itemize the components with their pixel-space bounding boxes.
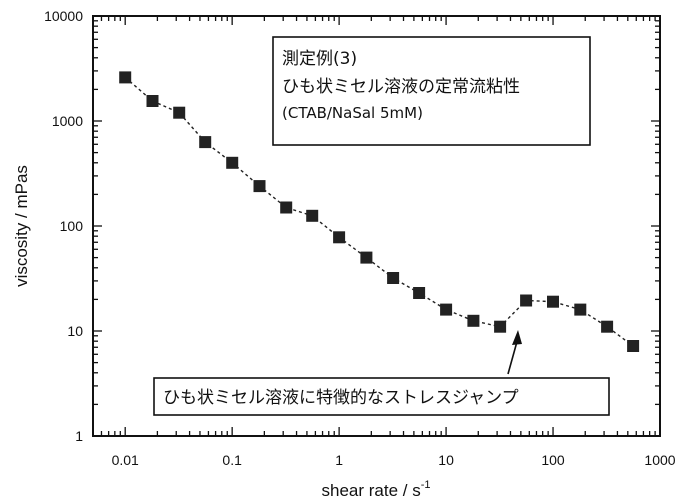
data-point	[199, 136, 212, 149]
annotation-line-3: (CTAB/NaSal 5mM)	[282, 104, 423, 122]
data-point	[226, 156, 239, 169]
y-tick-label: 100	[60, 218, 84, 234]
y-tick-label: 1	[75, 428, 83, 444]
x-tick-label: 0.1	[222, 452, 242, 468]
data-point	[627, 340, 640, 352]
y-tick-label: 10000	[44, 8, 83, 24]
callout-text: ひも状ミセル溶液に特徴的なストレスジャンプ	[163, 388, 519, 408]
x-tick-label: 1000	[644, 452, 675, 468]
data-point	[253, 180, 266, 193]
data-point	[387, 272, 400, 284]
data-point	[306, 209, 319, 222]
data-point	[467, 314, 480, 327]
x-tick-label: 100	[541, 452, 565, 468]
y-tick-label: 1000	[52, 113, 83, 129]
data-point	[494, 320, 507, 333]
x-tick-label: 1	[335, 452, 343, 468]
data-point	[173, 106, 186, 119]
x-axis-label: shear rate / s-1	[322, 479, 431, 500]
y-tick-label: 10	[67, 323, 83, 339]
annotation-box: 測定例(3) ひも状ミセル溶液の定常流粘性 (CTAB/NaSal 5mM)	[272, 36, 591, 146]
callout-box-frame	[153, 377, 610, 416]
data-point	[119, 71, 132, 84]
y-axis-label: viscosity / mPas	[12, 165, 31, 287]
annotation-box-frame	[272, 36, 591, 146]
data-point	[333, 231, 346, 244]
data-point	[360, 251, 373, 264]
x-tick-label: 0.01	[112, 452, 139, 468]
x-axis-label-exponent: -1	[421, 479, 431, 491]
callout-arrowhead	[512, 330, 522, 345]
annotation-line-2: ひも状ミセル溶液の定常流粘性	[282, 77, 520, 97]
data-point	[520, 294, 533, 307]
data-point	[280, 201, 293, 214]
ticks: 0.01 0.1 1 10 100 1000 1 10 100 1000 10000	[44, 8, 676, 468]
data-point	[440, 303, 453, 316]
data-point	[146, 95, 159, 107]
data-point	[413, 287, 426, 299]
data-point	[547, 295, 559, 308]
data-point	[601, 320, 614, 333]
data-point	[574, 303, 587, 316]
series	[119, 71, 640, 352]
annotation-line-1: 測定例(3)	[282, 49, 357, 69]
callout: ひも状ミセル溶液に特徴的なストレスジャンプ	[153, 330, 610, 416]
x-tick-label: 10	[438, 452, 454, 468]
